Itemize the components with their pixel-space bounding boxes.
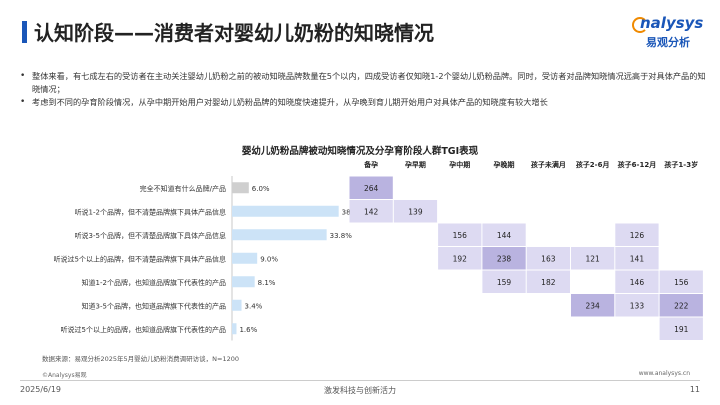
footer-date: 2025/6/19 <box>20 385 62 394</box>
tgi-cell <box>393 200 438 223</box>
tgi-column-header: 孕早期 <box>405 160 426 169</box>
tgi-column-header: 孩子未满月 <box>531 160 566 169</box>
bar-value-label: 6.0% <box>252 185 270 193</box>
page-number: 11 <box>689 385 700 394</box>
tgi-cell <box>571 294 615 317</box>
bar <box>232 252 258 264</box>
tgi-cell-value: 139 <box>408 207 423 216</box>
copyright: ©Analysys易观 <box>42 372 87 379</box>
tgi-cell <box>349 200 393 223</box>
bar-value-label: 33.8% <box>330 232 353 240</box>
tgi-column-header: 孕中期 <box>449 160 470 169</box>
tgi-cell-value: 222 <box>674 301 689 310</box>
tgi-cell <box>482 270 526 293</box>
bar <box>232 205 339 217</box>
tgi-column-header: 孩子1-3岁 <box>664 160 698 169</box>
logo-arc-icon <box>632 17 648 33</box>
tgi-cell <box>438 223 482 246</box>
tgi-cell <box>615 247 659 270</box>
tgi-cell <box>659 294 703 317</box>
tgi-cell <box>571 247 615 270</box>
tgi-cell-value: 144 <box>497 231 512 240</box>
tgi-cell-value: 156 <box>453 231 468 240</box>
bar-value-label: 3.4% <box>245 302 263 310</box>
tgi-column-header: 孩子2-6月 <box>576 160 610 169</box>
tgi-cell-value: 146 <box>630 278 645 287</box>
tgi-cell-value: 126 <box>630 231 645 240</box>
tgi-cell <box>526 270 570 293</box>
category-label: 听说3-5个品牌，但不清楚品牌旗下具体产品信息 <box>75 231 226 240</box>
chart-title: 婴幼儿奶粉品牌被动知晓情况及分孕育阶段人群TGI表现 <box>241 146 479 157</box>
category-label: 完全不知道有什么品牌/产品 <box>140 184 226 193</box>
tgi-cell-value: 234 <box>585 301 600 310</box>
tgi-cell-value: 264 <box>364 184 379 193</box>
summary-bullet-2: 考虑到不同的孕育阶段情况，从孕中期开始用户对婴幼儿奶粉品牌的知晓度快速提升，从孕… <box>18 96 708 109</box>
tgi-cell-value: 192 <box>453 254 468 263</box>
tgi-column-header: 备孕 <box>363 160 378 169</box>
logo-text-en: nalysys <box>640 14 704 32</box>
tgi-cell-value: 156 <box>674 278 689 287</box>
category-label: 知道1-2个品牌，也知道品牌旗下代表性的产品 <box>82 278 226 287</box>
tgi-cell <box>482 223 526 246</box>
tgi-cell-value: 142 <box>364 207 379 216</box>
tgi-cell <box>615 270 659 293</box>
bar <box>232 229 327 241</box>
tgi-cell-value: 191 <box>674 325 689 334</box>
category-label: 知道3-5个品牌，也知道品牌旗下代表性的产品 <box>82 301 226 310</box>
tgi-column-header: 孕晚期 <box>494 160 515 169</box>
analysys-logo: nalysys 易观分析 <box>632 14 712 52</box>
bar <box>232 299 242 311</box>
tgi-cell-value: 159 <box>497 278 512 287</box>
summary-bullet-1: 整体来看，有七成左右的受访者在主动关注婴幼儿奶粉之前的被动知晓品牌数量在5个以内… <box>18 70 708 95</box>
bar <box>232 182 249 194</box>
tgi-cell-value: 141 <box>630 254 645 263</box>
footer-divider <box>20 380 700 381</box>
category-label: 听说过5个以上的品牌，也知道品牌旗下代表性的产品 <box>61 325 226 334</box>
tgi-cell <box>659 317 703 340</box>
tgi-cell <box>526 247 570 270</box>
tgi-cell <box>482 247 526 270</box>
tgi-cell <box>615 223 659 246</box>
footer-slogan: 激发科技与创新活力 <box>324 386 396 395</box>
tgi-cell-value: 182 <box>541 278 556 287</box>
website-link: www.analysys.cn <box>638 370 690 377</box>
tgi-column-header: 孩子6-12月 <box>618 160 657 169</box>
tgi-cell-value: 121 <box>585 254 600 263</box>
page-title: 认知阶段——消费者对婴幼儿奶粉的知晓情况 <box>34 21 434 45</box>
title-accent-bar <box>22 21 27 43</box>
tgi-cell-value: 238 <box>497 254 512 263</box>
bar-value-label: 9.0% <box>260 255 278 263</box>
tgi-cell <box>349 176 393 199</box>
category-label: 听说过5个以上的品牌，但不清楚品牌旗下具体产品信息 <box>54 254 226 263</box>
summary-bullets: 整体来看，有七成左右的受访者在主动关注婴幼儿奶粉之前的被动知晓品牌数量在5个以内… <box>18 70 708 110</box>
tgi-cell <box>438 247 482 270</box>
bar-value-label: 1.6% <box>239 326 257 334</box>
tgi-cell-value: 163 <box>541 254 556 263</box>
bar <box>232 323 237 335</box>
data-source-note: 数据来源：易观分析2025年5月婴幼儿奶粉消费调研访谈，N=1200 <box>42 355 240 363</box>
tgi-cell-value: 133 <box>630 301 645 310</box>
tgi-cell <box>615 294 659 317</box>
bar-value-label: 8.1% <box>258 279 276 287</box>
tgi-cell <box>659 270 703 293</box>
bar <box>232 276 255 288</box>
logo-text-cn: 易观分析 <box>646 36 690 49</box>
category-label: 听说1-2个品牌，但不清楚品牌旗下具体产品信息 <box>75 207 226 216</box>
